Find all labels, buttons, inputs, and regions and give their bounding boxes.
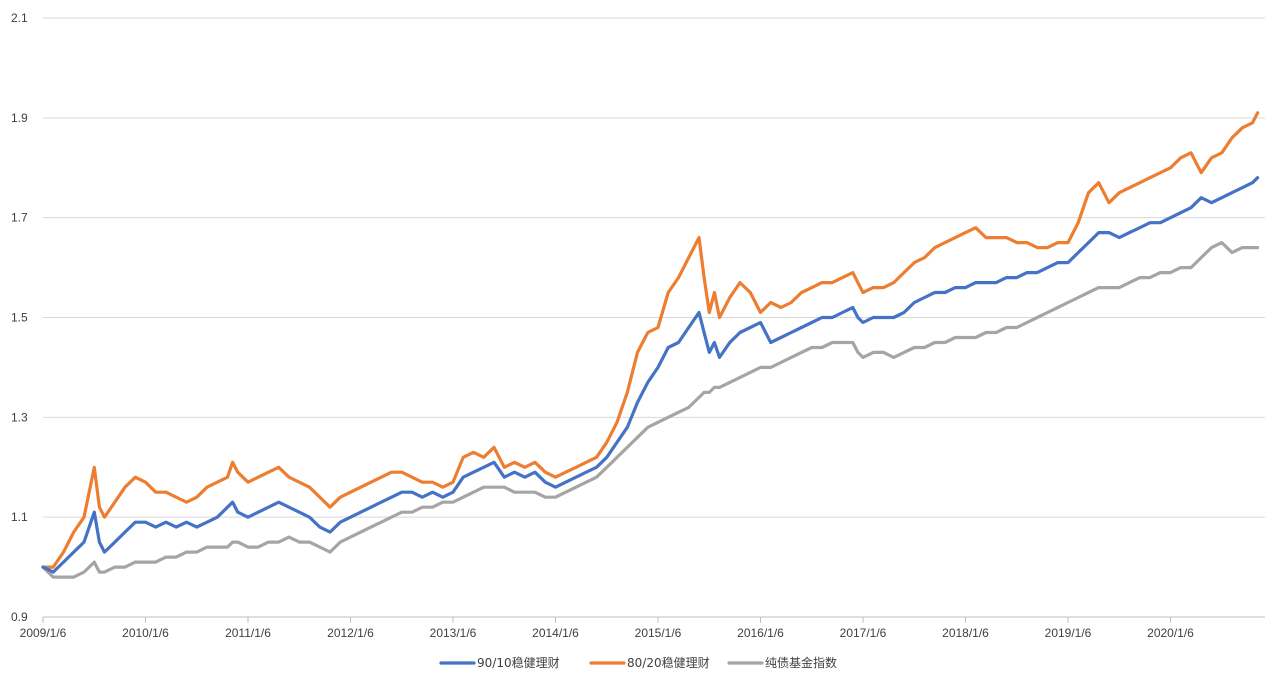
x-tick-label: 2009/1/6 (20, 626, 67, 640)
x-tick-label: 2010/1/6 (122, 626, 169, 640)
series-lines (41, 111, 1260, 579)
x-tick-label: 2016/1/6 (737, 626, 784, 640)
x-tick-label: 2018/1/6 (942, 626, 989, 640)
y-tick-label: 1.9 (11, 111, 28, 125)
series-line-3 (41, 241, 1260, 579)
y-tick-label: 1.5 (11, 311, 28, 325)
y-tick-label: 1.3 (11, 410, 28, 424)
legend: 90/10稳健理财 80/20稳健理财 纯债基金指数 (439, 655, 837, 670)
x-tick-label: 2019/1/6 (1045, 626, 1092, 640)
y-tick-label: 1.1 (11, 510, 28, 524)
legend-label: 80/20稳健理财 (627, 655, 710, 670)
x-tick-label: 2020/1/6 (1147, 626, 1194, 640)
x-tick-label: 2014/1/6 (532, 626, 579, 640)
x-tick-label: 2017/1/6 (840, 626, 887, 640)
x-axis-tick-labels: 2009/1/6 2010/1/6 2011/1/6 2012/1/6 2013/1/6… (20, 626, 1195, 640)
x-tick-label: 2011/1/6 (225, 626, 271, 640)
x-tick-label: 2013/1/6 (430, 626, 477, 640)
y-axis-tick-labels: 0.9 1.1 1.3 1.5 1.7 1.9 2.1 (11, 11, 28, 624)
y-tick-label: 2.1 (11, 11, 28, 25)
y-tick-label: 0.9 (11, 610, 28, 624)
x-tick-label: 2012/1/6 (327, 626, 374, 640)
series-line-1 (41, 176, 1260, 574)
y-tick-label: 1.7 (11, 211, 28, 225)
x-tick-label: 2015/1/6 (635, 626, 682, 640)
series-line-2 (41, 111, 1260, 569)
legend-label: 纯债基金指数 (765, 655, 837, 670)
legend-label: 90/10稳健理财 (477, 655, 560, 670)
